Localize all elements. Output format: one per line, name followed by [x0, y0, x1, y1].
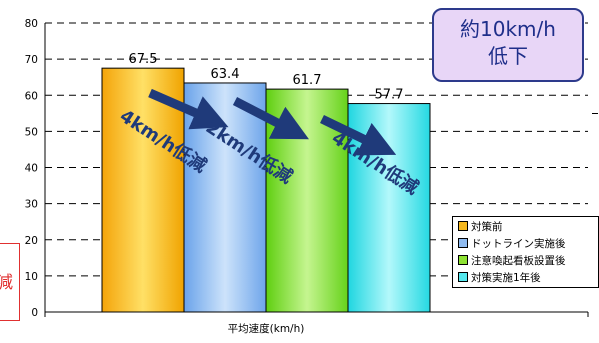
- y-tick-label: 60: [25, 90, 38, 102]
- legend-label: ドットライン実施後: [471, 237, 566, 250]
- legend-item: 対策実施1年後: [458, 269, 541, 285]
- legend-item: 対策前: [458, 218, 503, 234]
- cropped-red-box: [0, 243, 20, 321]
- legend-swatch: [458, 272, 468, 282]
- reduction-arrow: [320, 114, 397, 156]
- y-tick-label: 80: [25, 18, 38, 30]
- reduction-arrow: [232, 97, 309, 140]
- cropped-red-text: 減: [0, 273, 13, 293]
- legend-label: 対策実施1年後: [471, 271, 541, 284]
- y-tick-label: 40: [25, 163, 38, 175]
- bars: [101, 67, 431, 313]
- y-tick-label: 70: [25, 54, 38, 66]
- bar: [101, 67, 185, 313]
- bar-value-label: 63.4: [211, 67, 240, 82]
- bar-value-label: 67.5: [129, 52, 158, 67]
- y-tick-label: 0: [31, 307, 38, 319]
- stray-mark: [592, 113, 598, 114]
- legend-label: 対策前: [471, 220, 503, 233]
- legend-swatch: [458, 255, 468, 265]
- x-axis-label: 平均速度(km/h): [228, 322, 305, 335]
- legend-item: 注意喚起看板設置後: [458, 252, 566, 268]
- legend-swatch: [458, 238, 468, 248]
- bar-value-label: 61.7: [293, 73, 322, 88]
- legend-label: 注意喚起看板設置後: [471, 254, 566, 267]
- bar-value-label: 57.7: [375, 88, 404, 103]
- y-tick-label: 30: [25, 199, 38, 211]
- arrows: [148, 88, 397, 156]
- y-tick-label: 10: [25, 271, 38, 283]
- callout-line-2: 低下: [488, 44, 528, 68]
- legend-swatch: [458, 221, 468, 231]
- callout-line-1: 約10km/h: [460, 17, 556, 41]
- y-tick-label: 50: [25, 126, 38, 138]
- reduction-arrow: [148, 88, 229, 130]
- y-tick-label: 20: [25, 235, 38, 247]
- legend-item: ドットライン実施後: [458, 235, 566, 251]
- reduction-callout: 約10km/h 低下: [432, 8, 584, 82]
- legend: 対策前 ドットライン実施後 注意喚起看板設置後 対策実施1年後: [452, 216, 599, 288]
